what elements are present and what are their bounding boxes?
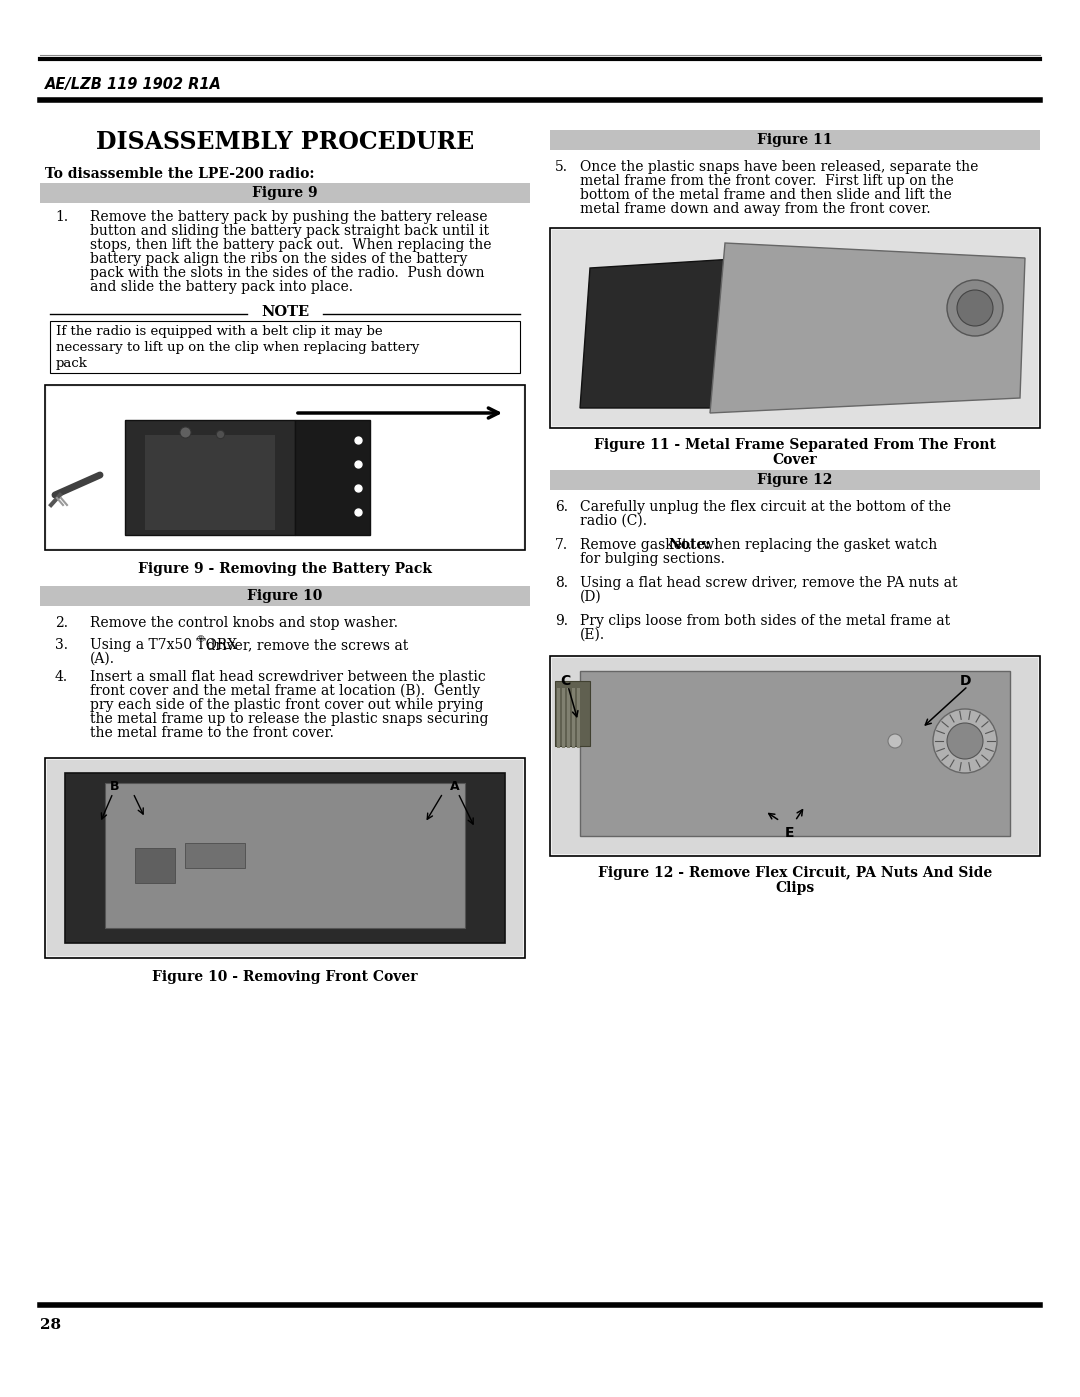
Bar [580,671,1010,835]
Text: Using a T7x50 TORX: Using a T7x50 TORX [90,638,238,652]
Bar [40,585,530,606]
Polygon shape [710,243,1025,414]
Bar [45,386,525,550]
Text: 1.: 1. [55,210,68,224]
Text: ®: ® [195,636,205,644]
Text: Remove the control knobs and stop washer.: Remove the control knobs and stop washer… [90,616,399,630]
Text: AE/LZB 119 1902 R1A: AE/LZB 119 1902 R1A [45,77,221,92]
Text: metal frame from the front cover.  First lift up on the: metal frame from the front cover. First … [580,175,954,189]
Text: for bulging sections.: for bulging sections. [580,552,725,566]
Text: Clips: Clips [775,882,814,895]
Text: NOTE: NOTE [261,305,309,319]
Circle shape [957,291,993,326]
Text: D: D [960,673,972,687]
Bar [185,842,245,868]
Text: 3.: 3. [55,638,68,652]
Text: Note:: Note: [669,538,711,552]
Text: Insert a small flat head screwdriver between the plastic: Insert a small flat head screwdriver bet… [90,671,486,685]
Circle shape [888,733,902,747]
Text: pack with the slots in the sides of the radio.  Push down: pack with the slots in the sides of the … [90,265,485,279]
Bar [295,420,370,535]
Text: necessary to lift up on the clip when replacing battery: necessary to lift up on the clip when re… [56,341,419,353]
Bar [577,687,580,747]
Circle shape [947,279,1003,337]
Text: Figure 11 - Metal Frame Separated From The Front: Figure 11 - Metal Frame Separated From T… [594,439,996,453]
Text: Cover: Cover [772,453,818,467]
Bar [48,387,523,548]
Text: Using a flat head screw driver, remove the PA nuts at: Using a flat head screw driver, remove t… [580,576,958,590]
Text: C: C [561,673,570,687]
Bar [40,183,530,203]
Text: metal frame down and away from the front cover.: metal frame down and away from the front… [580,203,931,217]
Text: front cover and the metal frame at location (B).  Gently: front cover and the metal frame at locat… [90,685,481,698]
Text: 4.: 4. [55,671,68,685]
Text: If the radio is equipped with a belt clip it may be: If the radio is equipped with a belt cli… [56,326,382,338]
Text: B: B [110,780,120,793]
Text: radio (C).: radio (C). [580,514,647,528]
Text: the metal frame up to release the plastic snaps securing: the metal frame up to release the plasti… [90,712,488,726]
Text: E: E [785,826,795,840]
Text: 8.: 8. [555,576,568,590]
Text: and slide the battery pack into place.: and slide the battery pack into place. [90,279,353,293]
Text: 9.: 9. [555,615,568,629]
Bar [572,687,575,747]
Bar [135,848,175,883]
Bar [557,687,561,747]
Text: 2.: 2. [55,616,68,630]
Bar [550,130,1040,149]
Text: Figure 12 - Remove Flex Circuit, PA Nuts And Side: Figure 12 - Remove Flex Circuit, PA Nuts… [598,866,993,880]
Text: 5.: 5. [555,161,568,175]
Text: Figure 10 - Removing Front Cover: Figure 10 - Removing Front Cover [152,970,418,983]
Bar [45,759,525,958]
Bar [125,420,295,535]
Text: (A).: (A). [90,652,114,666]
Bar [567,687,570,747]
Text: 6.: 6. [555,500,568,514]
Bar [105,782,465,928]
Text: bottom of the metal frame and then slide and lift the: bottom of the metal frame and then slide… [580,189,951,203]
Text: Pry clips loose from both sides of the metal frame at: Pry clips loose from both sides of the m… [580,615,950,629]
Bar [552,658,1038,854]
Text: when replacing the gasket watch: when replacing the gasket watch [698,538,937,552]
Text: pack: pack [56,358,87,370]
Text: Remove the battery pack by pushing the battery release: Remove the battery pack by pushing the b… [90,210,487,224]
Bar [48,760,523,956]
Bar [550,228,1040,427]
Text: pry each side of the plastic front cover out while prying: pry each side of the plastic front cover… [90,698,484,712]
Text: the metal frame to the front cover.: the metal frame to the front cover. [90,726,334,740]
Text: Carefully unplug the flex circuit at the bottom of the: Carefully unplug the flex circuit at the… [580,500,951,514]
Polygon shape [580,258,750,408]
Bar [550,469,1040,490]
Bar [555,680,590,746]
Text: Figure 10: Figure 10 [247,590,323,604]
Text: Figure 9: Figure 9 [253,186,318,200]
Text: 7.: 7. [555,538,568,552]
Bar [145,434,275,529]
Text: Figure 12: Figure 12 [757,474,833,488]
Bar [550,657,1040,856]
Text: (E).: (E). [580,629,605,643]
Bar [50,321,519,373]
Text: Figure 9 - Removing the Battery Pack: Figure 9 - Removing the Battery Pack [138,562,432,576]
Text: DISASSEMBLY PROCEDURE: DISASSEMBLY PROCEDURE [96,130,474,154]
Text: To disassemble the LPE-200 radio:: To disassemble the LPE-200 radio: [45,168,314,182]
Circle shape [933,710,997,773]
Text: Figure 11: Figure 11 [757,133,833,147]
Text: A: A [450,780,460,793]
Text: stops, then lift the battery pack out.  When replacing the: stops, then lift the battery pack out. W… [90,237,491,251]
Bar [552,231,1038,426]
Text: driver, remove the screws at: driver, remove the screws at [202,638,408,652]
Text: 28: 28 [40,1317,62,1331]
Text: button and sliding the battery pack straight back until it: button and sliding the battery pack stra… [90,224,489,237]
Text: battery pack align the ribs on the sides of the battery: battery pack align the ribs on the sides… [90,251,468,265]
Text: Once the plastic snaps have been released, separate the: Once the plastic snaps have been release… [580,161,978,175]
Text: (D): (D) [580,590,602,604]
Bar [65,773,505,943]
Circle shape [947,724,983,759]
Bar [562,687,565,747]
Text: Remove gasket.: Remove gasket. [580,538,701,552]
